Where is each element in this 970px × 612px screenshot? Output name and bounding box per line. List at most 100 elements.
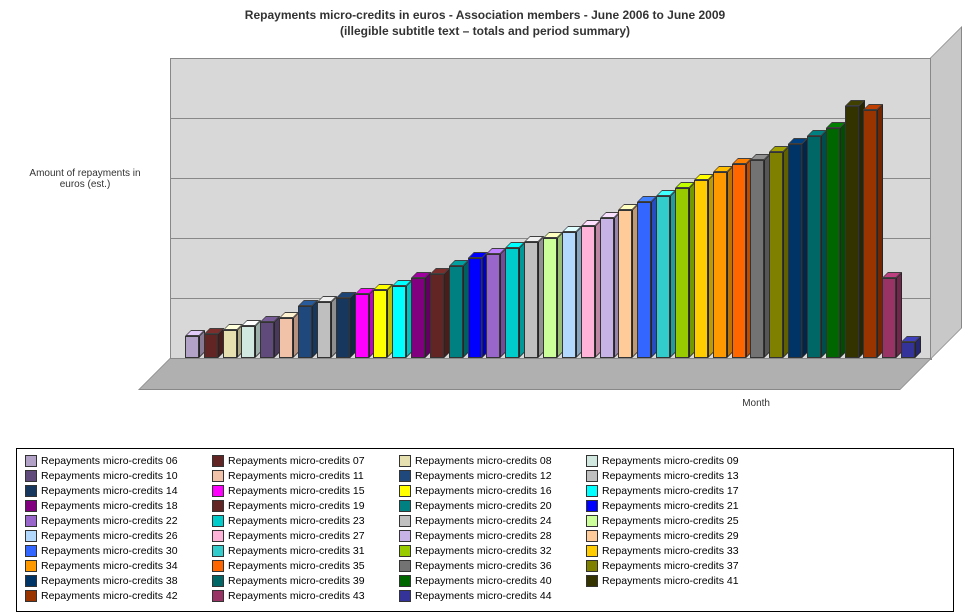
legend-label: Repayments micro-credits 12	[415, 470, 552, 482]
bar-20	[449, 266, 463, 358]
legend-item-17: Repayments micro-credits 17	[586, 485, 773, 497]
legend-label: Repayments micro-credits 26	[41, 530, 178, 542]
bar-42	[863, 110, 877, 358]
legend-item-38: Repayments micro-credits 38	[25, 575, 212, 587]
legend-item-14: Repayments micro-credits 14	[25, 485, 212, 497]
legend-label: Repayments micro-credits 13	[602, 470, 739, 482]
legend-swatch-icon	[586, 485, 598, 497]
bar-21	[468, 258, 482, 358]
legend-swatch-icon	[399, 560, 411, 572]
legend-item-08: Repayments micro-credits 08	[399, 455, 586, 467]
bar-07	[204, 334, 218, 358]
legend-item-19: Repayments micro-credits 19	[212, 500, 399, 512]
bar-31	[656, 196, 670, 358]
legend-swatch-icon	[25, 530, 37, 542]
bar-25	[543, 238, 557, 358]
legend-item-06: Repayments micro-credits 06	[25, 455, 212, 467]
bar-23	[505, 248, 519, 358]
legend-item-44: Repayments micro-credits 44	[399, 590, 586, 602]
legend-swatch-icon	[399, 455, 411, 467]
bar-16	[373, 290, 387, 358]
legend-item-27: Repayments micro-credits 27	[212, 530, 399, 542]
legend-label: Repayments micro-credits 40	[415, 575, 552, 587]
bar-26	[562, 232, 576, 358]
bar-44	[901, 342, 915, 358]
plot-3d	[170, 58, 960, 398]
bar-37	[769, 152, 783, 358]
legend-label: Repayments micro-credits 31	[228, 545, 365, 557]
legend-item-41: Repayments micro-credits 41	[586, 575, 773, 587]
legend-item-42: Repayments micro-credits 42	[25, 590, 212, 602]
bar-30	[637, 202, 651, 358]
legend-swatch-icon	[212, 485, 224, 497]
legend-swatch-icon	[586, 470, 598, 482]
legend-swatch-icon	[586, 530, 598, 542]
bar-06	[185, 336, 199, 358]
legend-item-12: Repayments micro-credits 12	[399, 470, 586, 482]
legend-label: Repayments micro-credits 35	[228, 560, 365, 572]
legend-label: Repayments micro-credits 10	[41, 470, 178, 482]
legend-label: Repayments micro-credits 20	[415, 500, 552, 512]
legend-item-07: Repayments micro-credits 07	[212, 455, 399, 467]
legend-swatch-icon	[586, 545, 598, 557]
legend-label: Repayments micro-credits 24	[415, 515, 552, 527]
legend-item-30: Repayments micro-credits 30	[25, 545, 212, 557]
legend-swatch-icon	[212, 470, 224, 482]
legend-item-43: Repayments micro-credits 43	[212, 590, 399, 602]
legend-label: Repayments micro-credits 28	[415, 530, 552, 542]
legend-label: Repayments micro-credits 09	[602, 455, 739, 467]
bar-22	[486, 254, 500, 358]
legend-label: Repayments micro-credits 29	[602, 530, 739, 542]
legend-swatch-icon	[399, 530, 411, 542]
legend-label: Repayments micro-credits 33	[602, 545, 739, 557]
chart-page: Repayments micro-credits in euros - Asso…	[0, 0, 970, 604]
floor	[138, 358, 932, 390]
legend-label: Repayments micro-credits 39	[228, 575, 365, 587]
bar-27	[581, 226, 595, 358]
legend-item-16: Repayments micro-credits 16	[399, 485, 586, 497]
legend-item-23: Repayments micro-credits 23	[212, 515, 399, 527]
legend-swatch-icon	[212, 515, 224, 527]
legend-swatch-icon	[212, 545, 224, 557]
bar-18	[411, 278, 425, 358]
legend-item-10: Repayments micro-credits 10	[25, 470, 212, 482]
bar-36	[750, 160, 764, 358]
legend-item-29: Repayments micro-credits 29	[586, 530, 773, 542]
legend-swatch-icon	[25, 515, 37, 527]
legend-swatch-icon	[25, 545, 37, 557]
legend-label: Repayments micro-credits 11	[228, 470, 364, 482]
legend-item-25: Repayments micro-credits 25	[586, 515, 773, 527]
legend-label: Repayments micro-credits 32	[415, 545, 552, 557]
bar-12	[298, 306, 312, 358]
legend-swatch-icon	[212, 590, 224, 602]
bar-24	[524, 242, 538, 358]
legend-label: Repayments micro-credits 14	[41, 485, 178, 497]
legend-item-37: Repayments micro-credits 37	[586, 560, 773, 572]
legend-item-32: Repayments micro-credits 32	[399, 545, 586, 557]
legend-label: Repayments micro-credits 23	[228, 515, 365, 527]
legend-item-26: Repayments micro-credits 26	[25, 530, 212, 542]
bar-08	[223, 330, 237, 358]
legend-label: Repayments micro-credits 25	[602, 515, 739, 527]
legend-label: Repayments micro-credits 06	[41, 455, 178, 467]
bar-10	[260, 322, 274, 358]
legend-label: Repayments micro-credits 18	[41, 500, 178, 512]
legend-swatch-icon	[399, 470, 411, 482]
bar-29	[618, 210, 632, 358]
legend-swatch-icon	[212, 500, 224, 512]
legend-swatch-icon	[399, 590, 411, 602]
legend-label: Repayments micro-credits 16	[415, 485, 552, 497]
legend-item-09: Repayments micro-credits 09	[586, 455, 773, 467]
legend-swatch-icon	[212, 530, 224, 542]
legend-item-31: Repayments micro-credits 31	[212, 545, 399, 557]
legend-swatch-icon	[586, 560, 598, 572]
bar-28	[600, 218, 614, 358]
chart-title: Repayments micro-credits in euros - Asso…	[0, 0, 970, 48]
legend-item-18: Repayments micro-credits 18	[25, 500, 212, 512]
bar-38	[788, 144, 802, 358]
legend-label: Repayments micro-credits 34	[41, 560, 178, 572]
legend-item-39: Repayments micro-credits 39	[212, 575, 399, 587]
legend-label: Repayments micro-credits 27	[228, 530, 365, 542]
legend-item-35: Repayments micro-credits 35	[212, 560, 399, 572]
legend-label: Repayments micro-credits 19	[228, 500, 365, 512]
